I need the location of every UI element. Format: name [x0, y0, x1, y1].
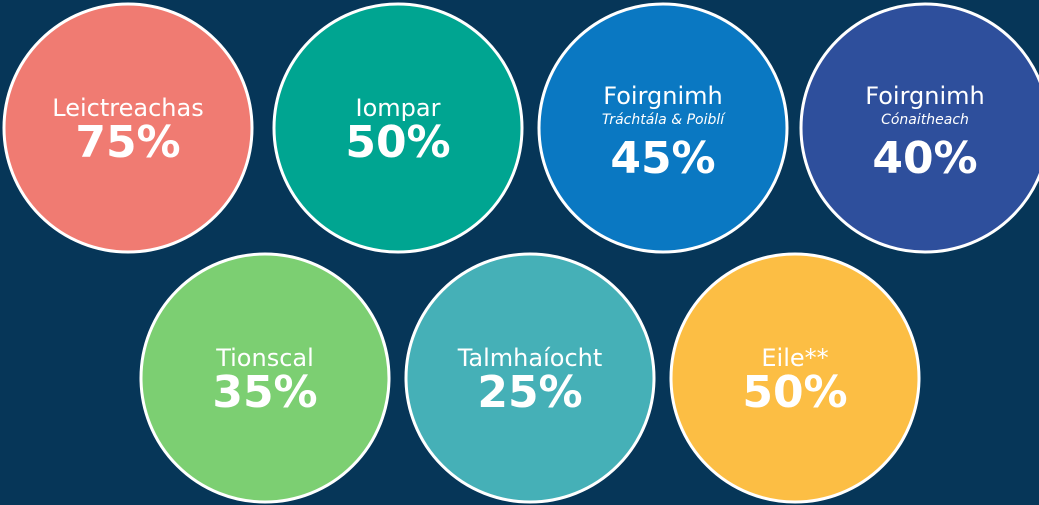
circle	[272, 2, 524, 254]
sublabel: Tráchtála & Poiblí	[602, 112, 726, 128]
label: Talmhaíocht	[457, 344, 603, 372]
circle	[669, 252, 921, 504]
circle	[404, 252, 656, 504]
label: Foirgnimh	[603, 82, 722, 110]
circle	[139, 252, 391, 504]
circle	[537, 2, 789, 254]
value: 45%	[610, 133, 715, 184]
label: Foirgnimh	[865, 82, 984, 110]
value: 35%	[212, 367, 317, 418]
label: Leictreachas	[52, 94, 203, 122]
label: Tionscal	[215, 344, 314, 372]
label: Eile**	[761, 344, 828, 372]
value: 25%	[477, 367, 582, 418]
circle	[2, 2, 254, 254]
value: 50%	[345, 117, 450, 168]
circle	[799, 2, 1039, 254]
value: 75%	[75, 117, 180, 168]
label: Iompar	[356, 94, 441, 122]
value: 40%	[872, 133, 977, 184]
value: 50%	[742, 367, 847, 418]
sublabel: Cónaitheach	[881, 112, 969, 128]
